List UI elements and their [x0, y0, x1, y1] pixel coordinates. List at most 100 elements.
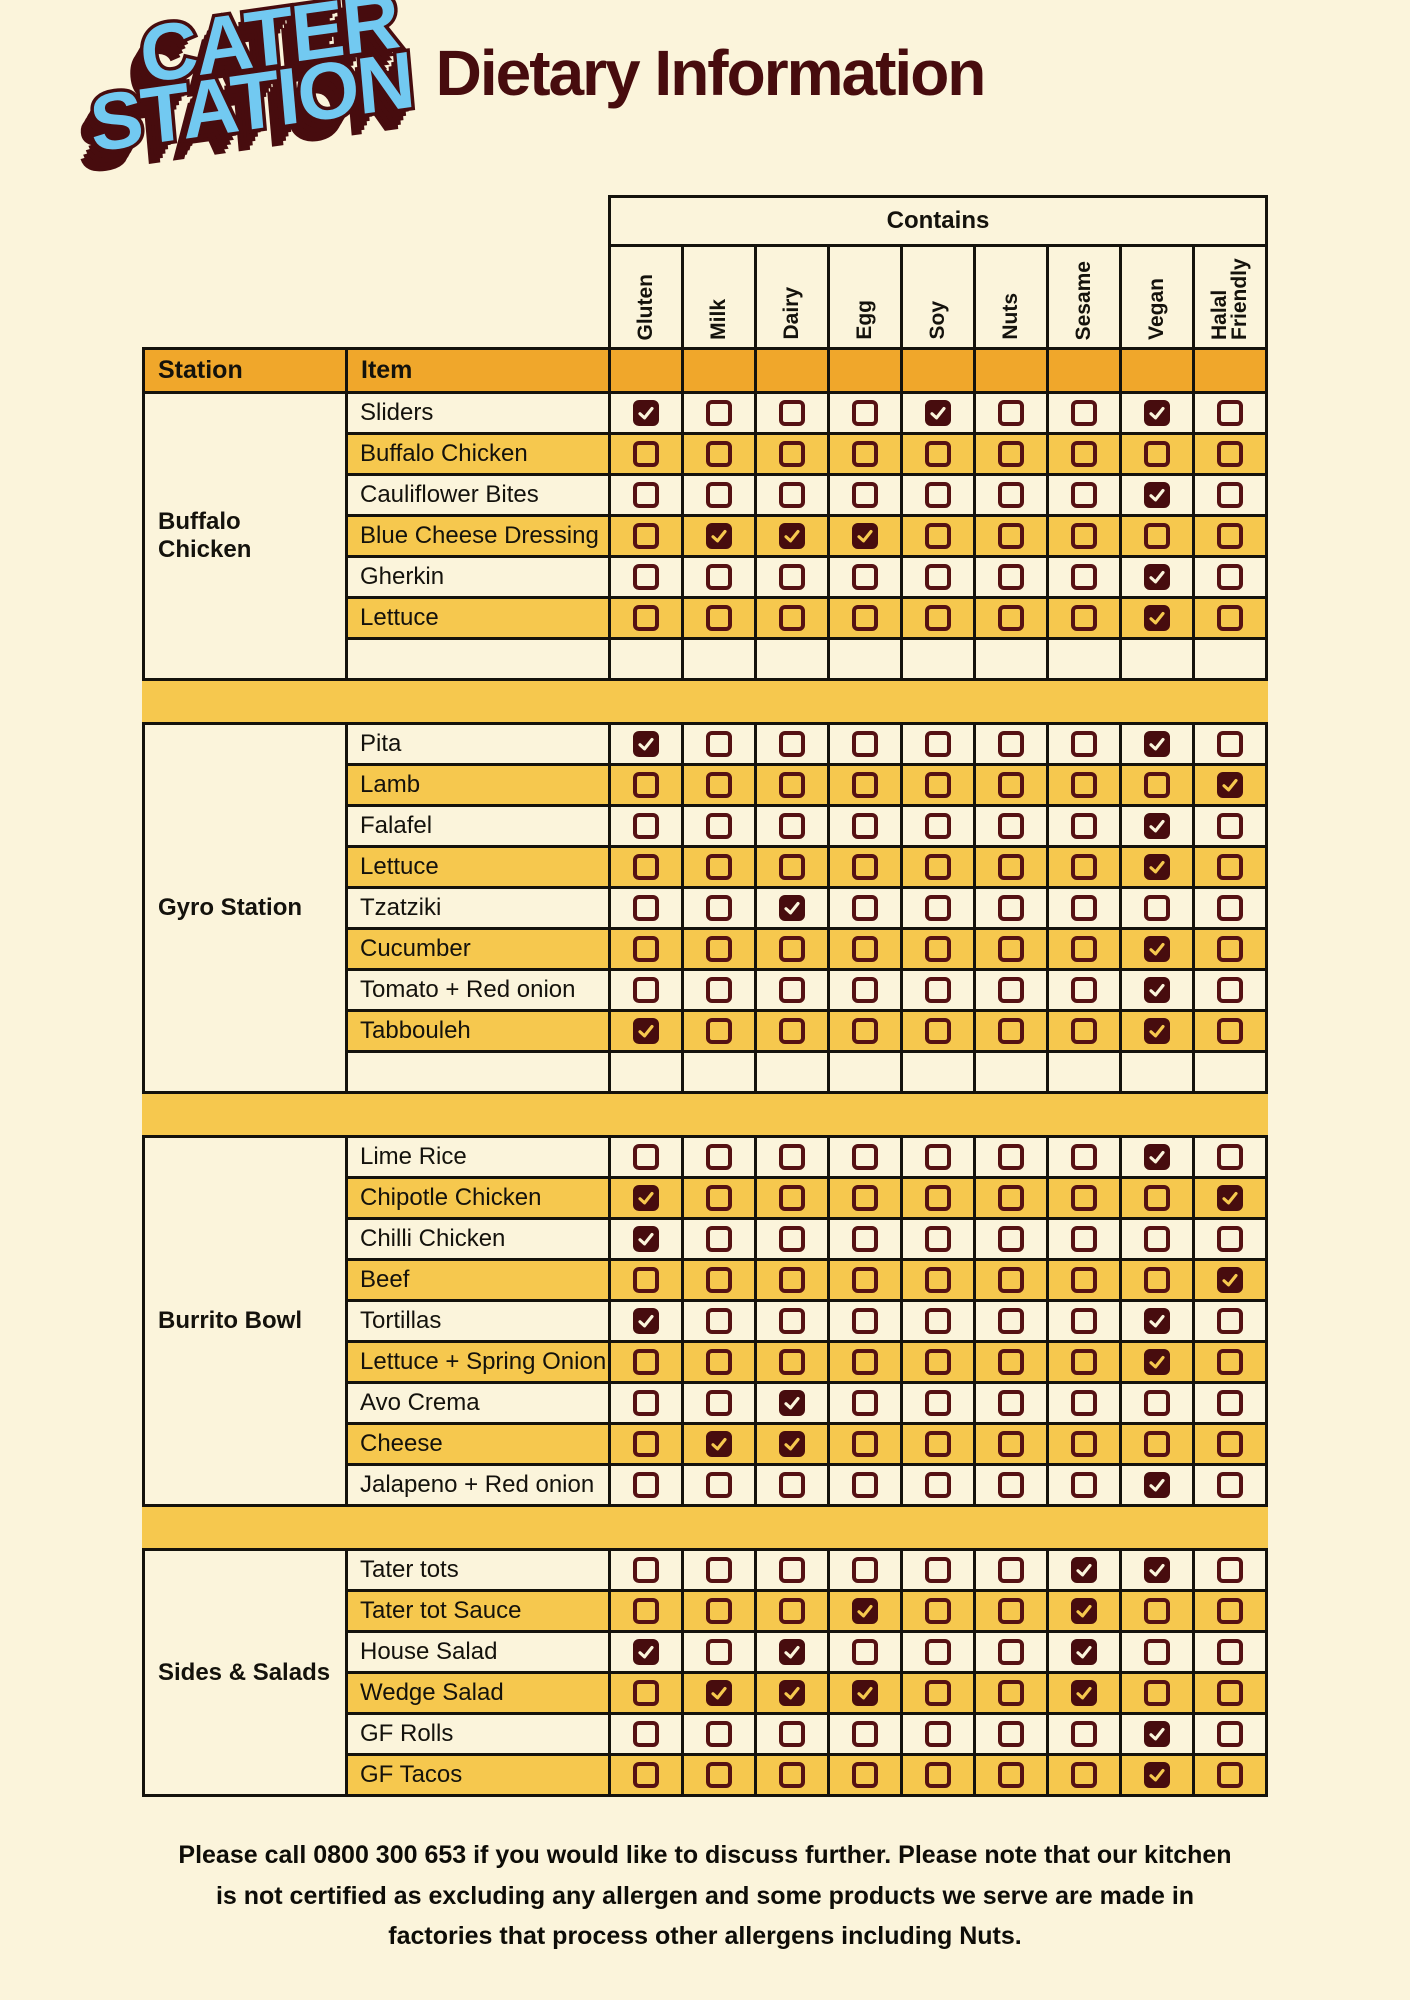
checkbox — [633, 854, 659, 880]
check-cell-soy — [903, 1343, 973, 1381]
check-icon — [1149, 1768, 1165, 1782]
checkbox — [633, 1680, 659, 1706]
check-cell-nuts — [976, 1012, 1046, 1050]
item-cell: Chilli Chicken — [348, 1220, 608, 1258]
check-cell-gluten — [611, 971, 681, 1009]
check-cell-sesame — [1049, 1138, 1119, 1176]
column-header-label: Vegan — [1145, 278, 1169, 340]
check-cell-sesame — [1049, 725, 1119, 763]
check-cell-nuts — [976, 807, 1046, 845]
column-header-milk: Milk — [684, 247, 754, 347]
checkbox — [1144, 936, 1170, 962]
check-cell-dairy — [757, 517, 827, 555]
empty-check-cell — [830, 1053, 900, 1091]
checkbox — [633, 772, 659, 798]
checkbox — [1144, 1390, 1170, 1416]
check-icon — [1149, 860, 1165, 874]
checkbox — [998, 441, 1024, 467]
checkbox — [633, 936, 659, 962]
checkbox — [1071, 731, 1097, 757]
checkbox — [1071, 936, 1097, 962]
checkbox — [998, 854, 1024, 880]
item-cell: Tzatziki — [348, 889, 608, 927]
checkbox — [779, 1721, 805, 1747]
checkbox — [998, 605, 1024, 631]
checkbox — [1144, 1557, 1170, 1583]
checkbox — [1071, 1639, 1097, 1665]
checkbox — [1071, 1762, 1097, 1788]
check-icon — [638, 406, 654, 420]
check-icon — [1149, 819, 1165, 833]
checkbox — [633, 1721, 659, 1747]
station-header-cell: Station — [145, 350, 345, 391]
check-cell-soy — [903, 1715, 973, 1753]
check-cell-halal-friendly — [1195, 1302, 1265, 1340]
check-cell-milk — [684, 1551, 754, 1589]
check-cell-vegan — [1122, 1261, 1192, 1299]
check-cell-dairy — [757, 476, 827, 514]
checkbox — [925, 1431, 951, 1457]
checkbox — [925, 1680, 951, 1706]
check-cell-soy — [903, 1261, 973, 1299]
check-cell-soy — [903, 1384, 973, 1422]
check-cell-sesame — [1049, 766, 1119, 804]
empty-check-cell — [1122, 640, 1192, 678]
check-cell-milk — [684, 1138, 754, 1176]
check-cell-nuts — [976, 1633, 1046, 1671]
check-cell-nuts — [976, 394, 1046, 432]
checkbox — [925, 1144, 951, 1170]
check-cell-halal-friendly — [1195, 1138, 1265, 1176]
check-cell-dairy — [757, 1012, 827, 1050]
header-blank-cell — [976, 350, 1046, 391]
check-cell-dairy — [757, 1179, 827, 1217]
check-icon — [1149, 1024, 1165, 1038]
item-cell: Tortillas — [348, 1302, 608, 1340]
check-cell-milk — [684, 1343, 754, 1381]
checkbox — [633, 1557, 659, 1583]
check-cell-milk — [684, 517, 754, 555]
checkbox — [1217, 977, 1243, 1003]
check-cell-nuts — [976, 1551, 1046, 1589]
check-icon — [1149, 1150, 1165, 1164]
check-cell-dairy — [757, 1384, 827, 1422]
checkbox — [852, 813, 878, 839]
check-cell-egg — [830, 1674, 900, 1712]
checkbox — [633, 523, 659, 549]
checkbox — [706, 854, 732, 880]
check-cell-dairy — [757, 1756, 827, 1794]
check-cell-halal-friendly — [1195, 1343, 1265, 1381]
item-cell: Lamb — [348, 766, 608, 804]
checkbox — [633, 1431, 659, 1457]
check-cell-milk — [684, 1674, 754, 1712]
empty-check-cell — [903, 1053, 973, 1091]
check-cell-dairy — [757, 766, 827, 804]
check-cell-soy — [903, 848, 973, 886]
contains-header-grid: Contains Gluten Milk Dairy Egg Soy Nuts Sesame… — [608, 195, 1268, 347]
check-cell-milk — [684, 476, 754, 514]
check-cell-egg — [830, 517, 900, 555]
check-cell-egg — [830, 1179, 900, 1217]
check-cell-egg — [830, 476, 900, 514]
checkbox — [852, 605, 878, 631]
checkbox — [633, 1018, 659, 1044]
item-cell: Lettuce + Spring Onion — [348, 1343, 608, 1381]
check-cell-nuts — [976, 1715, 1046, 1753]
item-cell: Sliders — [348, 394, 608, 432]
check-cell-halal-friendly — [1195, 971, 1265, 1009]
column-header-vegan: Vegan — [1122, 247, 1192, 347]
empty-check-cell — [757, 640, 827, 678]
footer-line: factories that process other allergens i… — [388, 1922, 1022, 1950]
check-icon — [857, 1686, 873, 1700]
checkbox — [852, 564, 878, 590]
check-cell-soy — [903, 1551, 973, 1589]
check-cell-halal-friendly — [1195, 558, 1265, 596]
column-header-label: Nuts — [999, 293, 1023, 340]
column-header-label: Milk — [707, 299, 731, 340]
check-icon — [1222, 1273, 1238, 1287]
check-cell-egg — [830, 930, 900, 968]
check-icon — [857, 529, 873, 543]
checkbox — [706, 1680, 732, 1706]
checkbox — [779, 482, 805, 508]
checkbox — [1144, 895, 1170, 921]
check-cell-milk — [684, 725, 754, 763]
